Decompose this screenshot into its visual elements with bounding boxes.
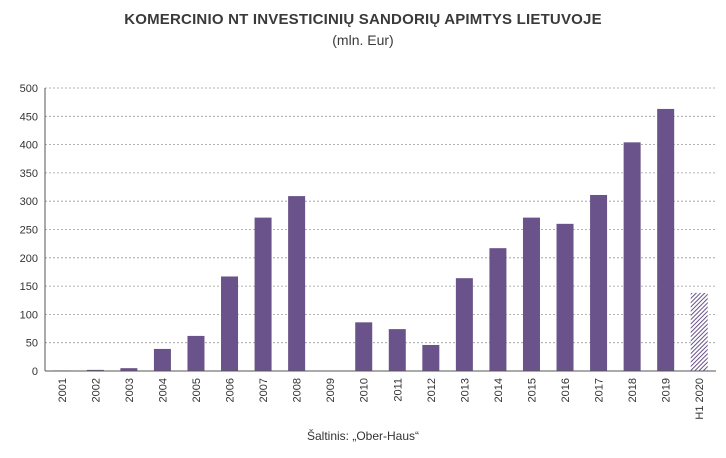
x-tick-label: 2012	[426, 378, 438, 402]
axes	[44, 88, 716, 372]
x-tick-label: 2009	[325, 378, 337, 402]
x-tick-labels: 2001 2002 2003 2004 2005 2006 2007 2008 2009 2010…	[57, 378, 706, 420]
x-tick-label: 2007	[258, 378, 270, 402]
source-note: Šaltinis: „Ober-Haus“	[306, 429, 420, 443]
bar-h1-2020	[690, 292, 708, 371]
bar-2004	[153, 348, 171, 371]
x-tick-label: 2017	[594, 378, 606, 402]
bar-2005	[187, 335, 205, 371]
x-tick-label: 2001	[57, 378, 69, 402]
chart-subtitle: (mln. Eur)	[332, 32, 394, 48]
x-tick-label: 2003	[124, 378, 136, 402]
y-tick-label: 300	[20, 196, 38, 208]
y-tick-label: 250	[20, 225, 38, 237]
bar-2007	[254, 217, 272, 371]
x-tick-label: 2019	[661, 378, 673, 402]
x-tick-label: 2018	[627, 378, 639, 402]
x-tick-label: 2005	[191, 378, 203, 402]
bar-2011	[388, 329, 406, 371]
y-tick-label: 400	[20, 140, 38, 152]
bars	[53, 108, 708, 371]
bar-2010	[355, 322, 373, 371]
x-tick-label: H1 2020	[694, 378, 706, 420]
x-tick-label: 2006	[225, 378, 237, 402]
x-tick-label: 2011	[392, 378, 404, 402]
bar-2017	[590, 194, 608, 371]
y-tick-label: 450	[20, 111, 38, 123]
chart-title: KOMERCINIO NT INVESTICINIŲ SANDORIŲ APIM…	[124, 11, 602, 28]
bar-2016	[556, 223, 574, 371]
bar-2018	[623, 142, 641, 371]
bar-2014	[489, 248, 507, 371]
x-tick-label: 2016	[560, 378, 572, 402]
y-tick-labels: 0 50 100 150 200 250 300 350 400 450 500	[20, 83, 38, 378]
bar-2019	[657, 108, 675, 371]
y-tick-label: 0	[32, 366, 38, 378]
x-tick-label: 2002	[90, 378, 102, 402]
x-tick-label: 2008	[292, 378, 304, 402]
y-tick-label: 500	[20, 83, 38, 95]
bar-2002	[86, 369, 104, 371]
y-tick-label: 350	[20, 168, 38, 180]
x-tick-label: 2013	[459, 378, 471, 402]
gridlines	[45, 87, 716, 344]
y-tick-label: 100	[20, 309, 38, 321]
x-tick-label: 2015	[526, 378, 538, 402]
bar-2013	[455, 278, 473, 371]
y-tick-label: 150	[20, 281, 38, 293]
x-tick-label: 2014	[493, 378, 505, 402]
y-tick-label: 200	[20, 253, 38, 265]
x-tick-label: 2004	[157, 378, 169, 402]
bar-2012	[422, 344, 440, 371]
bar-2003	[120, 368, 138, 371]
bar-2006	[221, 276, 239, 371]
bar-2015	[522, 217, 540, 371]
x-tick-label: 2010	[359, 378, 371, 402]
y-tick-label: 50	[26, 338, 38, 350]
bar-2008	[288, 196, 306, 371]
